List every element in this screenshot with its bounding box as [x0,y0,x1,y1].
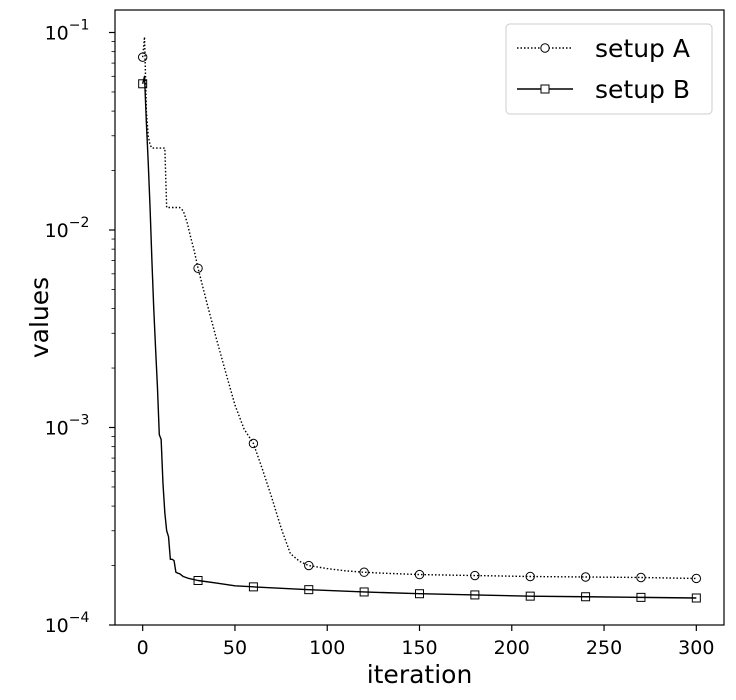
legend-label-setup-b: setup B [595,75,690,104]
y-tick-label: 10−2 [45,215,90,242]
x-tick-label: 50 [223,637,247,659]
y-tick-label: 10−1 [45,18,90,45]
x-tick-label: 150 [401,637,437,659]
legend-marker-setup-b [540,84,550,94]
x-tick-label: 0 [137,637,149,659]
y-tick-label: 10−3 [45,413,90,440]
x-tick-label: 200 [494,637,530,659]
x-axis-label: iteration [367,660,473,689]
y-axis-label: values [25,277,54,358]
x-tick-label: 100 [309,637,345,659]
data-point-setup-b [691,593,701,603]
data-point-setup-a [470,570,480,581]
data-point-setup-a [193,263,203,273]
data-point-setup-a [359,567,369,577]
data-point-setup-b [304,585,314,595]
data-point-setup-b [248,582,258,592]
x-axis: 0 50 100 150 200 250 300 [137,625,714,659]
data-point-setup-a [414,569,425,580]
data-point-setup-b [359,587,369,597]
legend-marker-setup-a [540,43,550,53]
series-line-setup-a [141,36,697,580]
data-point-setup-b [193,576,203,586]
x-tick-label: 250 [586,637,622,659]
legend-label-setup-a: setup A [595,34,690,63]
y-tick-label: 10−4 [45,610,90,637]
x-tick-label: 300 [678,637,714,659]
data-point-setup-b [525,591,535,601]
series-layer [137,36,702,603]
data-point-setup-a [691,573,702,584]
data-point-setup-b [470,590,480,600]
data-point-setup-a [248,438,259,449]
data-point-setup-a [580,572,591,582]
data-point-setup-a [636,572,646,583]
data-point-setup-b [581,592,591,602]
y-axis: 10−4 10−3 10−2 10−1 [45,18,115,637]
data-point-setup-b [636,592,646,602]
data-point-setup-b [415,589,424,599]
data-point-setup-a [137,52,148,62]
legend-frame [505,23,713,115]
legend: setup A setup B [505,23,713,115]
series-line-setup-b [142,75,697,599]
data-point-setup-a [304,560,314,571]
data-point-setup-a [525,571,535,582]
data-point-setup-b [138,79,148,89]
